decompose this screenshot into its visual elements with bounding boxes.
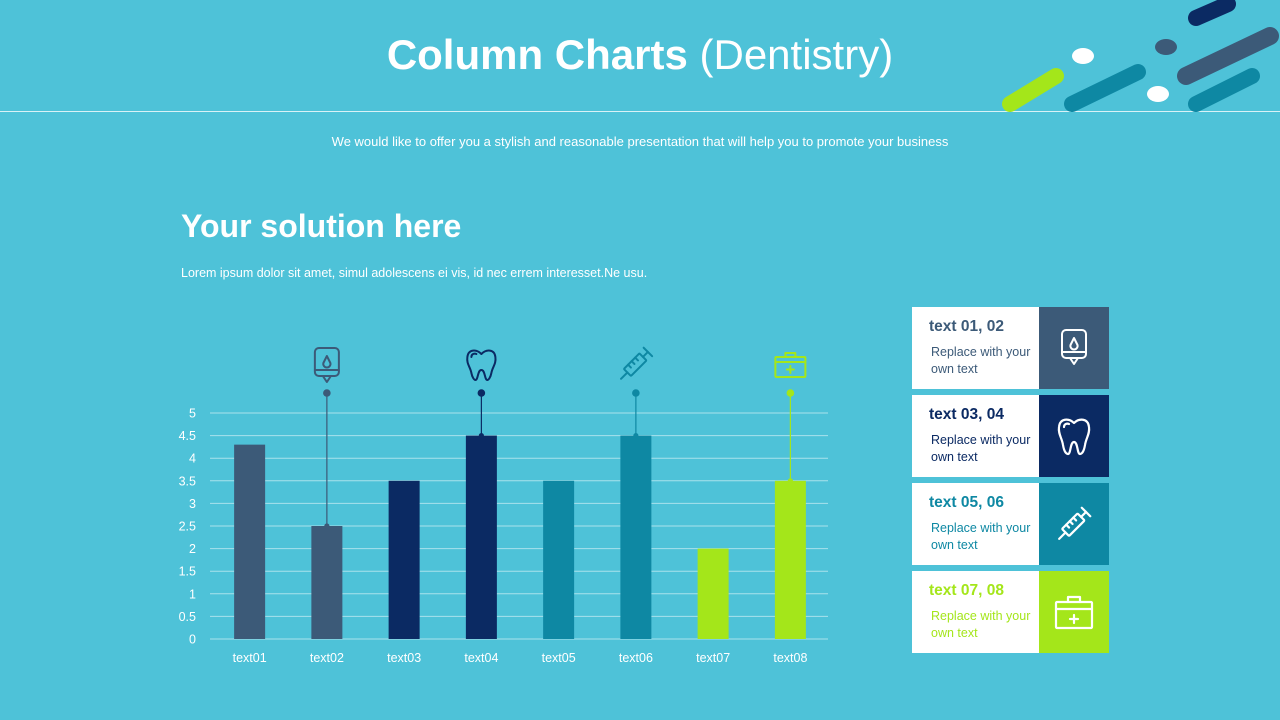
y-tick-label: 4 [189, 452, 196, 466]
marker-dot [632, 389, 640, 397]
slide-title: Column Charts (Dentistry) [0, 28, 1280, 82]
y-tick-label: 2.5 [179, 520, 196, 534]
title-divider [0, 111, 1280, 112]
x-tick-label: text07 [696, 651, 730, 665]
iv-bag-icon [1061, 329, 1087, 365]
card-text: Replace with your own text [931, 433, 1031, 464]
legend-card: text 01, 02 Replace with your own text [912, 307, 1109, 389]
card-icon-tile [1039, 307, 1109, 389]
bar [388, 480, 420, 639]
x-tick-label: text06 [619, 651, 653, 665]
bar [311, 526, 343, 639]
x-tick-label: text05 [542, 651, 576, 665]
legend-card: text 07, 08 Replace with your own text [912, 571, 1109, 653]
marker-end-dot [633, 433, 639, 439]
x-tick-label: text04 [464, 651, 498, 665]
tooth-icon [1057, 418, 1091, 456]
marker-end-dot [787, 478, 793, 484]
marker-dot [323, 389, 331, 397]
decorative-stripes [1002, 0, 1279, 112]
bar [620, 435, 652, 639]
legend-cards: text 01, 02 Replace with your own text t… [912, 307, 1109, 659]
marker-dot [786, 389, 795, 397]
card-text: Replace with your own text [931, 609, 1031, 640]
column-chart: 0 0.5 1 1.5 2 2.5 3 3.5 4 4.5 5 text01 text02 text03 t… [179, 346, 828, 665]
y-tick-label: 5 [189, 407, 196, 421]
y-tick-label: 4.5 [179, 429, 196, 443]
x-tick-label: text01 [233, 651, 267, 665]
y-tick-label: 0.5 [179, 610, 196, 624]
syringe-icon [620, 346, 654, 380]
card-title: text 01, 02 [929, 318, 1004, 335]
legend-card: text 05, 06 Replace with your own text [912, 483, 1109, 565]
y-tick-label: 3.5 [179, 474, 196, 488]
y-tick-label: 1 [189, 587, 196, 601]
legend-card: text 03, 04 Replace with your own text [912, 395, 1109, 477]
first-aid-kit-icon [1054, 595, 1094, 630]
iv-bag-icon [313, 347, 340, 383]
card-icon-tile [1039, 571, 1109, 653]
slide-title-light: (Dentistry) [699, 31, 894, 78]
marker-end-dot [324, 523, 330, 529]
marker-end-dot [478, 433, 484, 439]
card-text: Replace with your own text [931, 521, 1031, 552]
card-icon-tile [1039, 395, 1109, 477]
card-title: text 05, 06 [929, 494, 1004, 511]
y-tick-label: 1.5 [179, 565, 196, 579]
bar [543, 480, 575, 639]
syringe-icon [1058, 506, 1092, 540]
bar [465, 435, 497, 639]
y-tick-label: 3 [189, 497, 196, 511]
slide-title-bold: Column Charts [386, 31, 688, 78]
x-tick-label: text03 [387, 651, 421, 665]
card-title: text 03, 04 [929, 406, 1004, 423]
bar [774, 480, 806, 639]
slide-subtitle: We would like to offer you a stylish and… [331, 134, 949, 149]
tooth-icon [466, 349, 497, 381]
card-title: text 07, 08 [929, 582, 1004, 599]
card-text: Replace with your own text [931, 345, 1031, 376]
x-tick-label: text02 [310, 651, 344, 665]
bar [697, 548, 729, 639]
first-aid-kit-icon [774, 352, 807, 378]
marker-dot [477, 389, 486, 397]
section-heading: Your solution here [181, 208, 462, 244]
card-icon-tile [1039, 483, 1109, 565]
x-tick-label: text08 [773, 651, 807, 665]
section-paragraph: Lorem ipsum dolor sit amet, simul adoles… [181, 266, 648, 280]
bar [234, 444, 266, 639]
y-tick-label: 2 [189, 542, 196, 556]
y-tick-label: 0 [189, 633, 196, 647]
